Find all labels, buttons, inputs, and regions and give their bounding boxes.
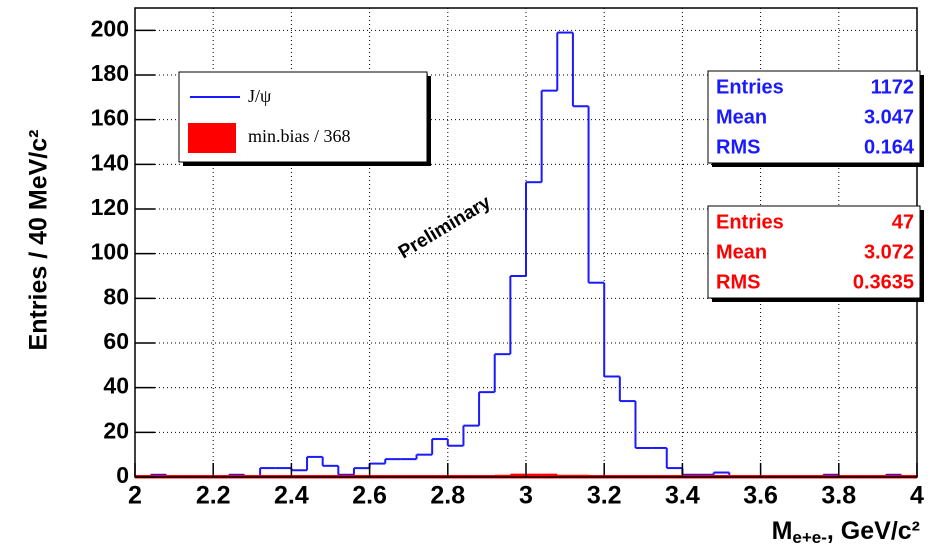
x-tick-label: 3.8	[821, 482, 856, 510]
stats-value: 0.3635	[853, 271, 914, 293]
x-tick-label: 3	[519, 482, 533, 510]
x-tick-label: 2.8	[430, 482, 465, 510]
y-tick-label: 180	[91, 60, 129, 86]
y-axis-label: Entries / 40 MeV/c²	[25, 130, 53, 351]
stats-label: Mean	[716, 106, 767, 128]
x-label-rest: , GeV/c²	[827, 517, 920, 545]
y-tick-label: 140	[91, 149, 129, 175]
y-tick-label: 60	[103, 328, 129, 354]
legend-label: J/ψ	[248, 86, 272, 106]
stats-value: 0.164	[864, 136, 915, 158]
x-axis-label: Me+e-, GeV/c²	[772, 517, 920, 548]
x-tick-label: 3.6	[743, 482, 778, 510]
stats-boxes: Entries 1172 Mean 3.047 RMS 0.164 Entries 47 Mea…	[707, 70, 924, 302]
stats-label: RMS	[716, 136, 760, 158]
x-tick-label: 2.6	[352, 482, 387, 510]
legend: J/ψ min.bias / 368	[178, 71, 431, 166]
stats-value: 3.072	[864, 241, 914, 263]
x-tick-label: 3.4	[665, 482, 700, 510]
y-tick-label: 80	[103, 283, 129, 309]
stats-label: Entries	[716, 76, 784, 98]
stats-value: 3.047	[864, 106, 914, 128]
x-label-main: M	[772, 517, 793, 545]
legend-label: min.bias / 368	[248, 126, 351, 146]
stats-value: 1172	[871, 76, 914, 98]
stats-label: Entries	[716, 211, 784, 233]
y-tick-label: 20	[103, 417, 129, 443]
x-tick-label: 3.2	[587, 482, 622, 510]
x-tick-label: 4	[910, 482, 924, 510]
stats-label: RMS	[716, 271, 760, 293]
legend-swatch	[188, 123, 236, 153]
y-tick-label: 120	[91, 194, 129, 220]
y-tick-label: 0	[116, 462, 129, 488]
x-tick-label: 2	[128, 482, 142, 510]
y-tick-label: 40	[103, 373, 129, 399]
stats-box	[707, 70, 921, 164]
y-tick-label: 100	[91, 239, 129, 265]
x-tick-label: 2.4	[274, 482, 309, 510]
stats-label: Mean	[716, 241, 767, 263]
stats-box	[707, 205, 921, 299]
stats-value: 47	[892, 211, 914, 233]
y-tick-label: 160	[91, 105, 129, 131]
axes: 0 20 40 60 80 100 120 140 160 180 200 2 2.2 2.4 2.6 2.8…	[91, 15, 924, 509]
legend-box	[178, 71, 428, 163]
x-label-sub: e+e-	[792, 528, 827, 547]
y-tick-label: 200	[91, 15, 129, 41]
x-tick-label: 2.2	[196, 482, 231, 510]
